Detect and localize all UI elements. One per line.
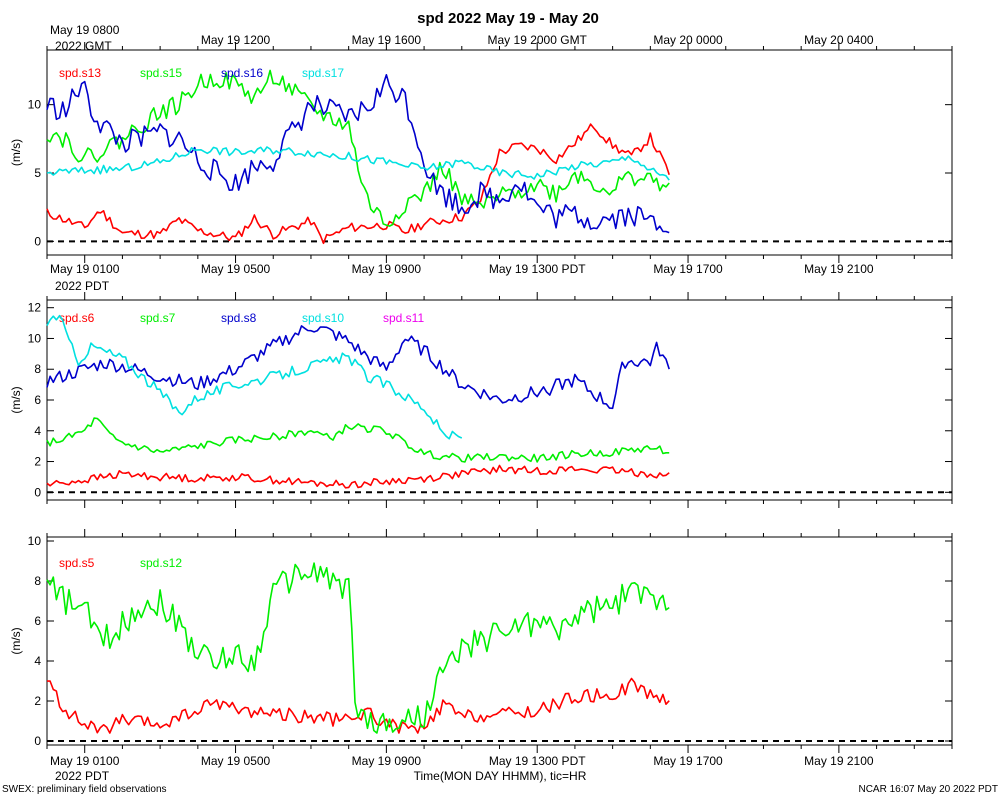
series-line-spd-s10: [46, 314, 463, 440]
legend-spd-s8: spd.s8: [221, 311, 257, 325]
pdt-tick-label: May 19 1300 PDT: [489, 262, 586, 276]
series-line-spd-s16: [46, 74, 670, 234]
y-tick-label: 0: [34, 734, 41, 748]
gmt-tick-label: May 20 0400: [804, 33, 874, 47]
y-tick-label: 5: [34, 166, 41, 180]
pdt-tick-label: May 19 1700: [653, 262, 723, 276]
pdt-tick-label: May 19 0100: [50, 262, 120, 276]
y-tick-label: 8: [34, 362, 41, 376]
legend-spd-s12: spd.s12: [140, 556, 182, 570]
y-tick-label: 2: [34, 455, 41, 469]
footer-right: NCAR 16:07 May 20 2022 PDT: [858, 784, 998, 795]
series-line-spd-s8: [46, 325, 670, 410]
y-tick-label: 8: [34, 574, 41, 588]
series-line-spd-s7: [46, 417, 670, 463]
y-tick-label: 0: [34, 234, 41, 248]
y-tick-label: 10: [28, 98, 42, 112]
panels: May 19 0100 May 19 0500 May 19 0900 May 19 …: [9, 42, 953, 768]
y-axis-label: (m/s): [9, 139, 23, 166]
y-tick-label: 12: [28, 301, 42, 315]
y-tick-label: 10: [28, 331, 42, 345]
panel-3: May 19 0100 May 19 0500 May 19 0900 May 19 …: [9, 529, 953, 768]
footer-left: SWEX: preliminary field observations: [2, 784, 167, 795]
pdt-tick-label: May 19 0900: [352, 754, 422, 768]
pdt-tick-label: May 19 1700: [653, 754, 723, 768]
panel-1: May 19 0100 May 19 0500 May 19 0900 May 19 …: [9, 42, 953, 276]
gmt-tick-label: May 19 2000 GMT: [488, 33, 588, 47]
series-line-spd-s12: [46, 562, 670, 734]
legend-spd-s13: spd.s13: [59, 66, 101, 80]
gmt-tick-label: May 20 0000: [653, 33, 723, 47]
pdt-tick-label: May 19 2100: [804, 262, 874, 276]
y-tick-label: 0: [34, 485, 41, 499]
y-axis-label: (m/s): [9, 627, 23, 654]
pdt-tick-label: May 19 0100: [50, 754, 120, 768]
gmt-axis-labels: May 19 0800 May 19 1200 May 19 1600 May 19 …: [50, 23, 874, 47]
legend-spd-s10: spd.s10: [302, 311, 344, 325]
x-axis-label: Time(MON DAY HHMM), tic=HR: [414, 769, 587, 783]
legend-spd-s15: spd.s15: [140, 66, 182, 80]
legend-spd-s11: spd.s11: [383, 311, 424, 325]
series-line-spd-s5: [47, 677, 670, 734]
gmt-tick-label: May 19 0800: [50, 23, 120, 37]
pdt-year-label-top: 2022 PDT: [55, 279, 110, 293]
y-tick-label: 6: [34, 393, 41, 407]
chart-title: spd 2022 May 19 - May 20: [417, 10, 599, 27]
series-line-spd-s15: [46, 69, 670, 227]
series-line-spd-s13: [46, 123, 670, 245]
y-tick-label: 2: [34, 694, 41, 708]
panel-frame: [46, 536, 953, 746]
panel-2: 0 2 4 6 8 10 12 (m/s) spd.s6 spd.s7 spd.s8 spd.s10 s…: [9, 292, 953, 508]
series-line-spd-s17: [46, 146, 670, 181]
legend-spd-s7: spd.s7: [140, 311, 176, 325]
pdt-year-label-bottom: 2022 PDT: [55, 769, 110, 783]
gmt-tick-label: May 19 1200: [201, 33, 271, 47]
y-tick-label: 4: [34, 654, 41, 668]
legend-spd-s16: spd.s16: [221, 66, 263, 80]
pdt-tick-label: May 19 0500: [201, 754, 271, 768]
pdt-tick-label: May 19 0900: [352, 262, 422, 276]
pdt-tick-label: May 19 1300 PDT: [489, 754, 586, 768]
legend-spd-s17: spd.s17: [302, 66, 344, 80]
legend-spd-s5: spd.s5: [59, 556, 95, 570]
gmt-year-label: 2022 GMT: [55, 39, 112, 53]
y-tick-label: 10: [28, 534, 42, 548]
y-axis-label: (m/s): [9, 386, 23, 413]
pdt-tick-label: May 19 2100: [804, 754, 874, 768]
series-line-spd-s6: [46, 464, 670, 489]
pdt-tick-label: May 19 0500: [201, 262, 271, 276]
legend-spd-s6: spd.s6: [59, 311, 95, 325]
gmt-tick-label: May 19 1600: [352, 33, 422, 47]
y-tick-label: 6: [34, 614, 41, 628]
y-tick-label: 4: [34, 424, 41, 438]
